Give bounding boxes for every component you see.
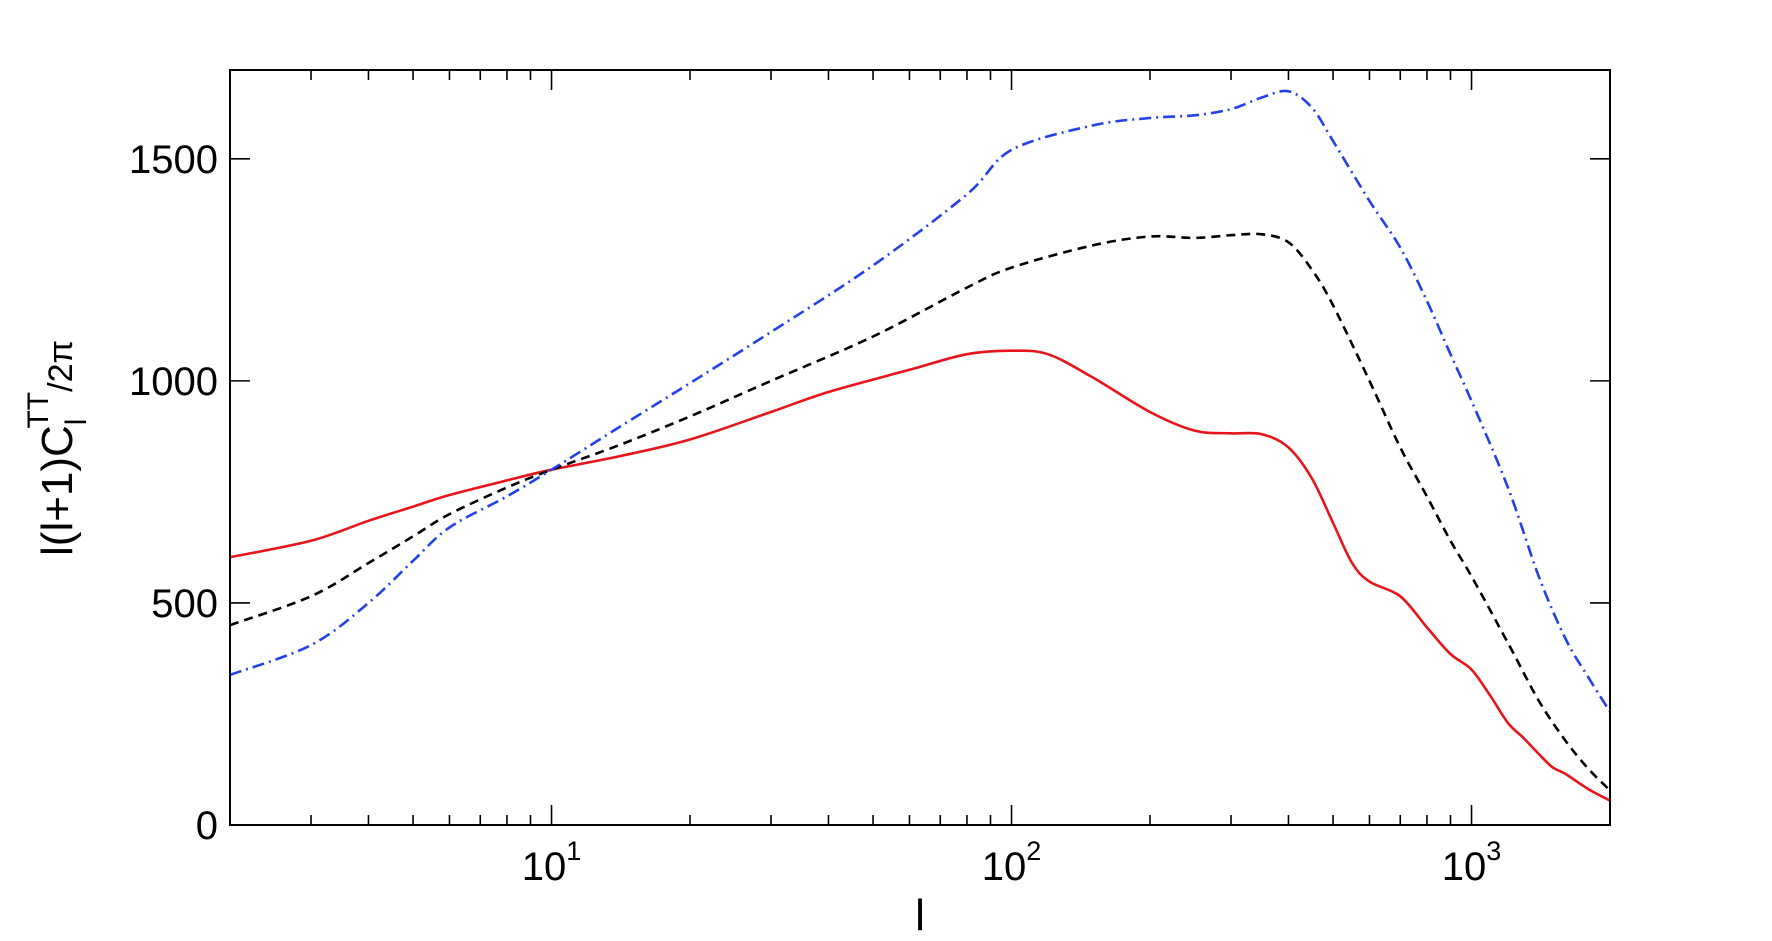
- x-axis-label: l: [915, 891, 925, 940]
- x-tick-label-base: 10: [982, 845, 1027, 889]
- y-tick-label: 1000: [129, 360, 218, 404]
- x-tick-label: 103: [1442, 836, 1502, 889]
- y-tick-label: 0: [196, 804, 218, 848]
- x-tick-label-exponent: 2: [1026, 836, 1041, 866]
- x-tick-label-base: 10: [522, 845, 567, 889]
- series-line-2-dashed: [229, 232, 1611, 792]
- y-axis-label-subscript: l: [60, 419, 93, 426]
- x-tick-label-exponent: 1: [566, 836, 581, 866]
- y-axis-label-main: l(l+1)C: [33, 425, 82, 556]
- axis-ticks: [229, 70, 1611, 826]
- series-line-1-solid: [229, 349, 1611, 802]
- series-line-3-dashdot: [229, 89, 1612, 713]
- data-lines: [229, 89, 1612, 802]
- y-axis-label-superscript: TT: [22, 392, 55, 429]
- y-axis-label: l(l+1)Cl TT/2π: [22, 340, 93, 556]
- plot-frame: [229, 69, 1611, 826]
- y-axis-label-tail: /2π: [42, 340, 80, 392]
- x-tick-label: 101: [522, 836, 582, 889]
- x-tick-label-exponent: 3: [1486, 836, 1501, 866]
- y-tick-label: 500: [151, 582, 218, 626]
- y-tick-label: 1500: [129, 138, 218, 182]
- x-tick-label: 102: [982, 836, 1042, 889]
- x-tick-label-base: 10: [1442, 845, 1487, 889]
